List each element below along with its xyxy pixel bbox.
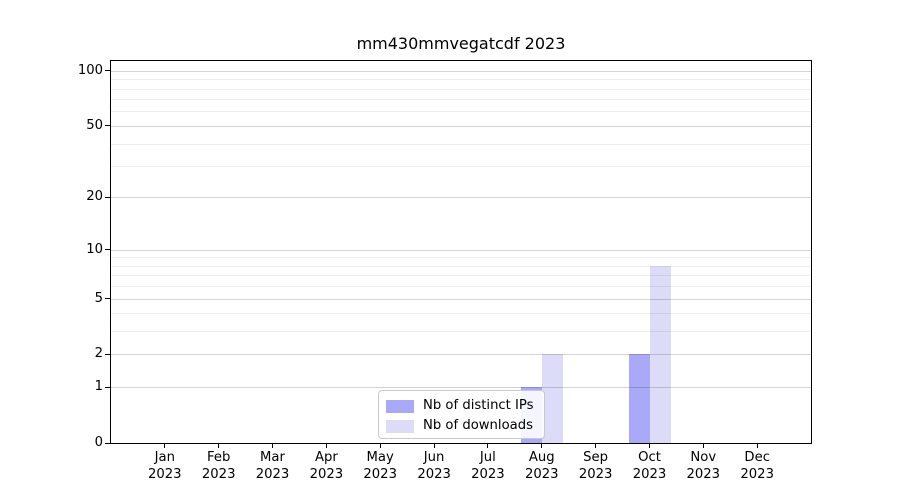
gridline-minor-3 — [111, 331, 811, 333]
x-axis-tick-label-oct: Oct 2023 — [632, 450, 667, 482]
y-axis-tick-10 — [105, 249, 110, 251]
x-axis-tick-jul — [487, 444, 489, 448]
bar-nb-of-downloads-aug — [541, 354, 563, 443]
y-axis-tick-100 — [105, 70, 110, 72]
y-axis-tick-label-50: 50 — [86, 117, 103, 133]
gridline-minor-7 — [111, 275, 811, 277]
x-axis-tick-sep — [595, 444, 597, 448]
bar-nb-of-distinct-ips-oct — [628, 354, 650, 443]
x-axis-tick-apr — [325, 444, 327, 448]
y-axis-tick-1 — [105, 386, 110, 388]
legend-entry-nb-of-distinct-ips: Nb of distinct IPs — [386, 397, 544, 415]
y-axis-tick-label-0: 0 — [94, 435, 103, 450]
x-axis-tick-label-aug: Aug 2023 — [525, 450, 559, 482]
x-axis-tick-mar — [272, 444, 273, 448]
x-axis-tick-label-jun: Jun 2023 — [417, 450, 451, 482]
x-axis-tick-label-nov: Nov 2023 — [686, 450, 721, 482]
legend-label-nb-of-distinct-ips: Nb of distinct IPs — [423, 398, 534, 413]
x-axis-tick-jan — [164, 444, 166, 448]
legend: Nb of distinct IPs Nb of downloads — [378, 390, 545, 439]
gridline-minor-60 — [111, 111, 811, 113]
x-axis-tick-label-sep: Sep 2023 — [578, 450, 613, 482]
x-axis-tick-feb — [218, 444, 220, 448]
y-axis-tick-2 — [105, 353, 110, 355]
gridline-major-1 — [111, 387, 811, 389]
x-axis-tick-nov — [702, 444, 704, 448]
gridline-major-2 — [111, 354, 811, 356]
x-axis-tick-label-apr: Apr 2023 — [309, 450, 344, 482]
y-axis-tick-0 — [105, 442, 110, 444]
gridline-major-100 — [111, 70, 811, 72]
gridline-minor-4 — [111, 313, 811, 315]
x-axis-tick-aug — [541, 444, 543, 448]
x-axis-tick-label-jan: Jan 2023 — [148, 450, 182, 482]
gridline-minor-30 — [111, 166, 811, 167]
legend-swatch-nb-of-downloads — [386, 419, 414, 433]
x-axis-tick-label-mar: Mar 2023 — [255, 450, 290, 482]
gridline-major-20 — [111, 197, 811, 199]
gridline-major-5 — [111, 298, 811, 300]
legend-label-nb-of-downloads: Nb of downloads — [423, 418, 533, 433]
y-axis-tick-label-5: 5 — [94, 290, 103, 306]
x-axis-tick-label-may: May 2023 — [363, 450, 397, 482]
x-axis-tick-label-feb: Feb 2023 — [201, 450, 236, 482]
x-axis-tick-label-jul: Jul 2023 — [471, 450, 505, 482]
gridline-minor-8 — [111, 265, 811, 267]
legend-entry-nb-of-downloads: Nb of downloads — [386, 417, 544, 435]
bar-nb-of-downloads-oct — [649, 265, 671, 443]
x-axis-tick-oct — [649, 444, 650, 448]
chart-title: mm430mmvegatcdf 2023 — [356, 34, 566, 53]
gridline-minor-80 — [111, 88, 811, 90]
gridline-minor-70 — [111, 99, 811, 101]
y-axis-tick-20 — [105, 196, 110, 198]
gridline-major-10 — [111, 249, 811, 251]
gridline-minor-6 — [111, 286, 811, 288]
plot-area — [110, 60, 812, 444]
y-axis-tick-label-10: 10 — [86, 241, 103, 257]
y-axis-tick-label-2: 2 — [94, 346, 103, 362]
gridline-minor-90 — [111, 79, 811, 81]
y-axis-tick-5 — [105, 298, 110, 299]
x-axis-tick-jun — [433, 444, 435, 448]
gridline-minor-9 — [111, 257, 811, 259]
x-axis-tick-dec — [756, 444, 758, 448]
gridline-major-50 — [111, 125, 811, 127]
y-axis-tick-label-1: 1 — [94, 379, 103, 395]
y-axis-tick-label-20: 20 — [86, 189, 103, 205]
legend-swatch-nb-of-distinct-ips — [386, 399, 414, 413]
y-axis-tick-label-100: 100 — [77, 62, 103, 78]
x-axis-tick-label-dec: Dec 2023 — [740, 450, 774, 482]
x-axis-tick-may — [379, 444, 381, 448]
gridline-minor-40 — [111, 143, 811, 145]
y-axis-tick-50 — [105, 125, 110, 127]
